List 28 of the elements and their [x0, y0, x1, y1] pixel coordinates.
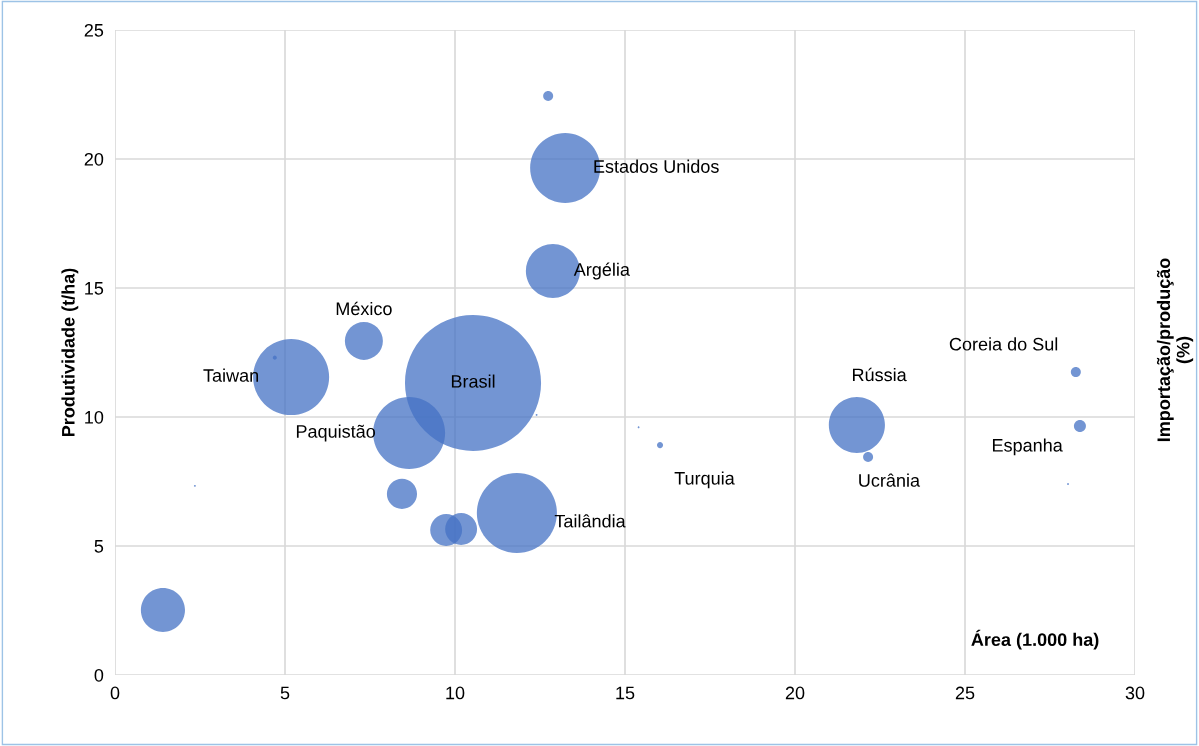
annotation: Argélia	[573, 262, 630, 280]
annotation: Ucrânia	[859, 473, 921, 487]
annotation: Paquistão	[296, 424, 376, 442]
x-tick-label: 5	[280, 686, 290, 700]
annotation: Espanha	[992, 438, 1063, 456]
x-tick-label: 25	[955, 686, 975, 700]
y-tick-label: 25	[84, 23, 104, 37]
annotation: Taiwan	[203, 368, 259, 382]
x-tick-label: 20	[785, 686, 805, 700]
y-tick-label: 10	[85, 410, 104, 424]
text: Importação/produção (%)	[1156, 258, 1194, 442]
annotation: Estados Unidos	[594, 159, 719, 173]
x-tick-label: 30	[1125, 686, 1145, 700]
x-tick-label: 15	[616, 686, 635, 700]
annotation: México	[336, 301, 392, 316]
y-tick-label: 5	[94, 540, 104, 553]
annotation: Coreia do Sul	[949, 337, 1058, 351]
x-axis-title: Área (1.000 ha)	[971, 629, 1099, 650]
y-tick-label: 20	[84, 152, 104, 166]
annotation: Tailândia	[554, 514, 626, 528]
y-tick-label: 0	[94, 668, 104, 682]
x-tick-label: 10	[446, 686, 465, 700]
x-tick-label: 0	[110, 686, 120, 700]
annotation: Turquia	[674, 471, 735, 489]
annotation: Rússia	[852, 367, 907, 382]
y-tick-label: 15	[85, 282, 104, 295]
y-axis-title: Produtividade (t/ha)	[61, 268, 79, 437]
annotation: Brasil	[451, 374, 495, 388]
